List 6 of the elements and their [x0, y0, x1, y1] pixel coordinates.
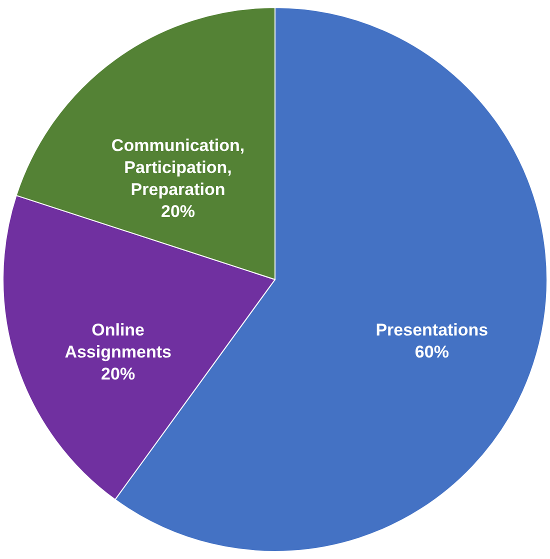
data-label: 20%: [161, 202, 196, 222]
data-label: 20%: [101, 364, 136, 384]
slice-label: Online Assignments: [64, 320, 172, 362]
slice-label: Communication, Participation, Preparation: [111, 136, 245, 200]
slice-label: Presentations: [376, 320, 488, 340]
data-label: 60%: [414, 342, 449, 362]
